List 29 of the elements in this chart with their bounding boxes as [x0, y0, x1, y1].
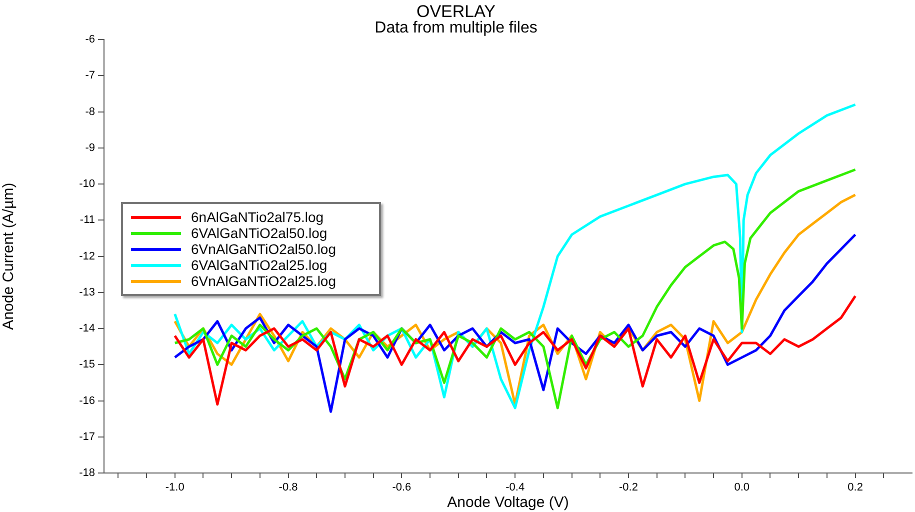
- x-tick-label: 0.2: [848, 482, 863, 494]
- legend-label: 6nAlGaNTio2al75.log: [191, 209, 324, 225]
- x-tick-label: -0.2: [619, 482, 638, 494]
- chart-title: OVERLAY: [416, 2, 496, 21]
- y-tick-label: -14: [79, 322, 95, 335]
- x-axis-title: Anode Voltage (V): [447, 494, 569, 512]
- y-tick-label: -16: [79, 394, 95, 407]
- chart-subtitle: Data from multiple files: [374, 19, 538, 36]
- x-tick-label: -0.6: [392, 482, 412, 494]
- y-tick-label: -18: [79, 467, 95, 480]
- legend-label: 6VAlGaNTiO2al25.log: [191, 257, 328, 273]
- y-tick-label: -17: [79, 430, 95, 443]
- y-tick-label: -10: [79, 178, 95, 190]
- y-tick-label: -15: [79, 358, 95, 371]
- y-axis-title: Anode Current (A/µm): [0, 182, 18, 330]
- legend-label: 6VAlGaNTiO2al50.log: [191, 225, 328, 241]
- legend-label: 6VnAlGaNTiO2al50.log: [191, 241, 336, 257]
- x-tick-label: -0.8: [278, 482, 298, 494]
- x-tick-label: 0.0: [734, 482, 750, 494]
- y-tick-label: -9: [85, 142, 95, 154]
- x-tick-label: -1.0: [165, 482, 184, 494]
- y-tick-label: -13: [79, 286, 95, 298]
- y-tick-label: -11: [80, 214, 95, 226]
- y-tick-label: -6: [85, 34, 95, 46]
- y-tick-label: -8: [85, 106, 95, 118]
- y-tick-label: -7: [85, 70, 95, 82]
- legend-label: 6VnAlGaNTiO2al25.log: [191, 273, 336, 289]
- x-tick-label: -0.4: [506, 482, 525, 494]
- y-tick-label: -12: [79, 250, 95, 262]
